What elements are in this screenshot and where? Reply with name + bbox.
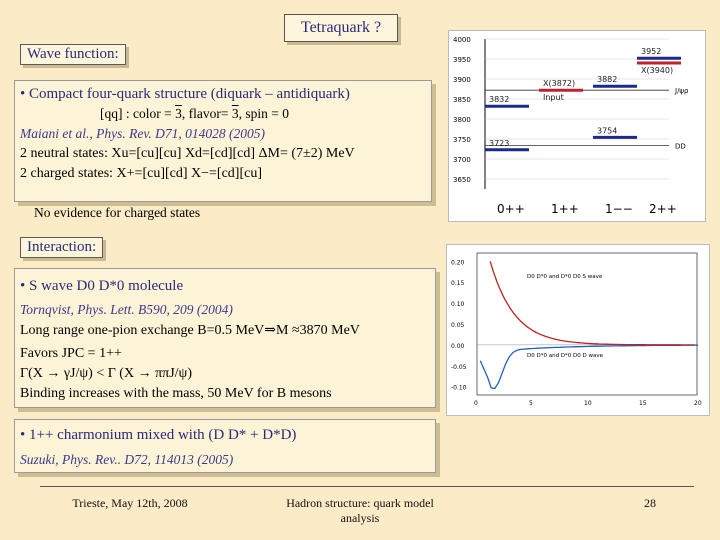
potential-svg: 0.20 0.15 0.10 0.05 0.00 -0.05 -0.10 0 5 10 15 20 D0… (451, 252, 702, 407)
potential-x-tick: 10 (584, 400, 592, 407)
interaction-label-text: Interaction: (27, 239, 97, 255)
potential-y-tick: 0.05 (451, 322, 465, 329)
mass-level-svg: 4000 3950 3900 3850 3800 3750 3700 3650 0++ 1++ 1−… (453, 36, 689, 216)
pion-exchange-line: Long range one-pion exchange B=0.5 MeV⇒M… (20, 323, 360, 338)
potential-legend: D0 D*0 and D*0 D0 S wave (527, 274, 603, 280)
width-ratio-line: Γ(X → γJ/ψ) < Γ (X → ππJ/ψ) (20, 366, 192, 381)
footer-title: Hadron structure: quark model analysis (286, 496, 434, 525)
potential-chart: 0.20 0.15 0.10 0.05 0.00 -0.05 -0.10 0 5 10 15 20 D0… (446, 244, 710, 416)
level-y-tick: 3700 (453, 156, 471, 164)
threshold-label: J/ψρ (674, 87, 689, 95)
level-y-tick: 3900 (453, 76, 471, 84)
mass-level-label: X(3872) (543, 79, 575, 88)
wave-function-panel (14, 80, 432, 202)
interaction-panel (14, 268, 436, 408)
no-evidence-note: No evidence for charged states (34, 205, 201, 220)
threshold-label: DD (675, 142, 686, 150)
footer-rule (40, 486, 694, 487)
qq-flavor: 3 (231, 106, 239, 121)
suzuki-reference: Suzuki, Phys. Rev.. D72, 114013 (2005) (20, 452, 234, 467)
potential-y-tick: -0.05 (451, 364, 467, 371)
potential-x-tick: 20 (694, 400, 702, 407)
page-title: Tetraquark ? (300, 19, 382, 36)
potential-y-tick: 0.10 (451, 301, 465, 308)
wave-function-label: Wave function: (20, 44, 126, 65)
mass-level-label: X(3940) (641, 66, 673, 75)
qq-suffix: , spin = 0 (238, 106, 289, 121)
binding-line: Binding increases with the mass, 50 MeV … (20, 386, 332, 401)
potential-y-tick: 0.15 (451, 280, 465, 287)
level-x-label: 0++ (497, 202, 525, 216)
level-x-label: 2++ (649, 202, 677, 216)
interaction-label: Interaction: (20, 237, 104, 258)
level-y-tick: 3850 (453, 96, 471, 104)
tornqvist-reference: Tornqvist, Phys. Lett. B590, 209 (2004) (20, 302, 233, 317)
level-y-tick: 3950 (453, 56, 471, 64)
mass-level-label: 3723 (489, 139, 509, 148)
footer-date: Trieste, May 12th, 2008 (72, 496, 188, 510)
mass-level-label: 3832 (489, 95, 509, 104)
potential-curve-d (489, 261, 695, 346)
level-x-label: 1++ (551, 202, 579, 216)
diquark-bullet: • Compact four-quark structure (diquark … (20, 86, 350, 102)
qq-prefix: [qq] : color = (100, 106, 176, 121)
potential-x-tick: 0 (474, 400, 478, 407)
mass-level-label: 3952 (641, 47, 661, 56)
mass-level-diagram: 4000 3950 3900 3850 3800 3750 3700 3650 0++ 1++ 1−… (448, 30, 706, 222)
level-x-label: 1−− (605, 202, 633, 216)
level-y-tick: 3750 (453, 136, 471, 144)
potential-y-tick: 0.00 (451, 343, 465, 350)
wave-function-label-text: Wave function: (27, 46, 119, 62)
mass-level-label: 3754 (597, 126, 617, 135)
charmonium-panel (14, 419, 436, 473)
neutral-states: 2 neutral states: Xu=[cu][cu] Xd=[cd][cd… (20, 146, 355, 161)
charged-states: 2 charged states: X+=[cu][cd] X−=[cd][cu… (20, 166, 262, 181)
qq-mid: , flavor= (181, 106, 232, 121)
level-y-tick: 3650 (453, 176, 471, 184)
qq-structure: [qq] : color = 3, flavor= 3, spin = 0 (100, 106, 289, 122)
molecule-bullet: • S wave D0 D*0 molecule (20, 278, 184, 294)
potential-y-tick: 0.20 (451, 259, 465, 266)
potential-x-tick: 15 (639, 400, 647, 407)
potential-frame (476, 252, 698, 396)
potential-y-tick: -0.10 (451, 385, 467, 392)
charmonium-bullet: • 1++ charmonium mixed with (D D* + D*D) (20, 427, 297, 443)
title-box: Tetraquark ? (284, 14, 398, 42)
favors-line: Favors JPC = 1++ (20, 346, 122, 361)
level-y-tick: 4000 (453, 36, 471, 44)
potential-legend: D0 D*0 and D*0 D0 D wave (527, 353, 604, 359)
potential-x-tick: 5 (529, 400, 533, 407)
mass-level-label: Input (543, 93, 564, 102)
maiani-reference: Maiani et al., Phys. Rev. D71, 014028 (2… (20, 126, 265, 141)
level-y-tick: 3800 (453, 116, 471, 124)
potential-curve-s (479, 344, 699, 390)
page-number: 28 (644, 496, 656, 510)
qq-color: 3 (175, 106, 182, 121)
mass-level-label: 3882 (597, 75, 617, 84)
